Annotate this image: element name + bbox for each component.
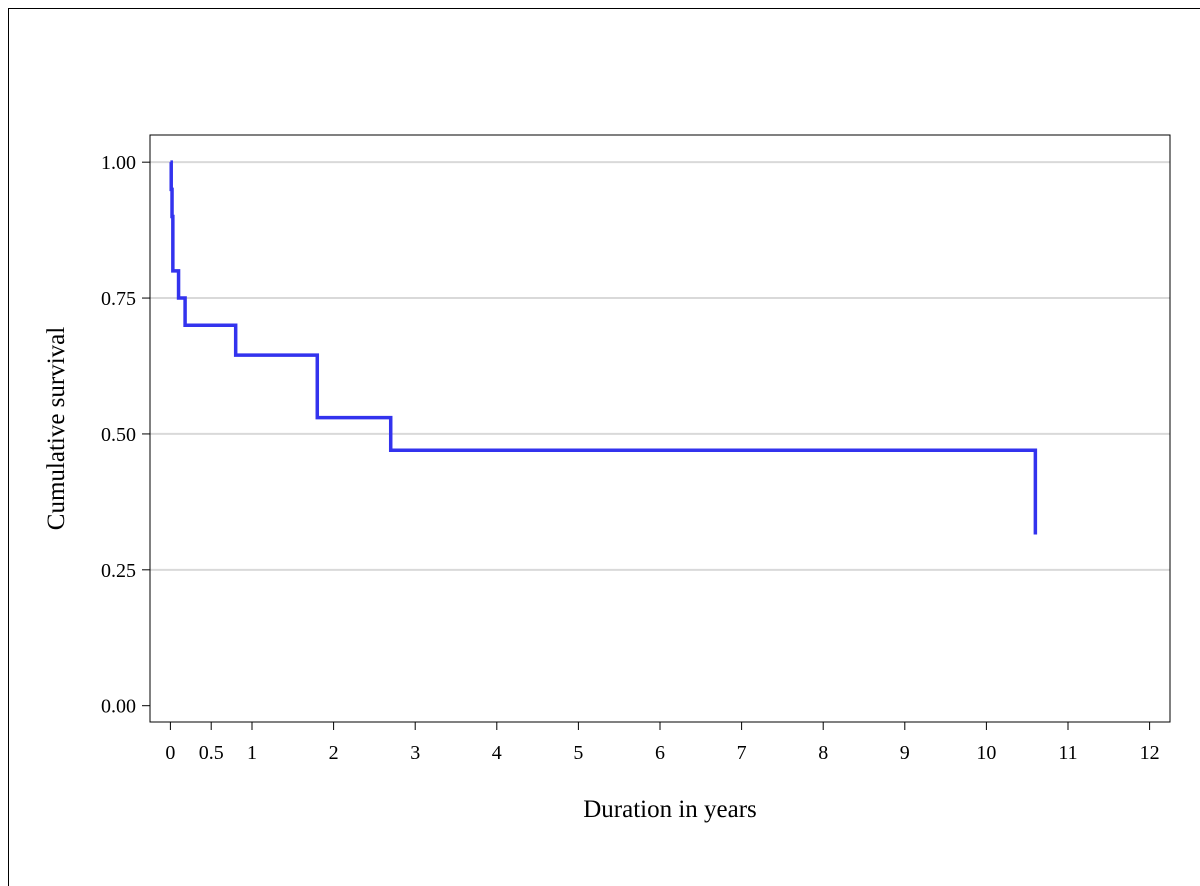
- x-tick-label: 11: [1058, 742, 1077, 764]
- x-tick-label: 8: [818, 742, 828, 764]
- x-tick-label: 0.5: [199, 742, 224, 764]
- x-axis: 0 0.5 1 2 3 4 5 6 7 8 9 10 11 12: [165, 722, 1160, 764]
- figure-frame: [8, 8, 1200, 886]
- x-tick-label: 9: [900, 742, 910, 764]
- x-tick-label: 10: [976, 742, 996, 764]
- x-tick-label: 12: [1140, 742, 1160, 764]
- y-tick-label: 1.00: [101, 152, 136, 174]
- x-tick-label: 6: [655, 742, 665, 764]
- grid-lines: [150, 161, 1170, 571]
- series-layer: [169, 160, 1038, 535]
- x-tick-label: 2: [329, 742, 339, 764]
- y-tick-label: 0.50: [101, 424, 136, 446]
- plot-area: [149, 134, 1171, 723]
- x-tick-label: 3: [410, 742, 420, 764]
- y-tick-label: 0.00: [101, 696, 136, 718]
- x-axis-label: Duration in years: [583, 796, 757, 823]
- y-axis-label: Cumulative survival: [43, 327, 70, 530]
- x-tick-label: 4: [492, 742, 502, 764]
- y-tick-label: 0.25: [101, 560, 136, 582]
- x-tick-label: 5: [573, 742, 583, 764]
- x-tick-label: 1: [247, 742, 257, 764]
- survival-curve: [169, 160, 1038, 535]
- x-tick-label: 0: [165, 742, 175, 764]
- x-tick-label: 7: [737, 742, 747, 764]
- y-axis: 0.00 0.25 0.50 0.75 1.00: [101, 152, 150, 718]
- y-tick-label: 0.75: [101, 288, 136, 310]
